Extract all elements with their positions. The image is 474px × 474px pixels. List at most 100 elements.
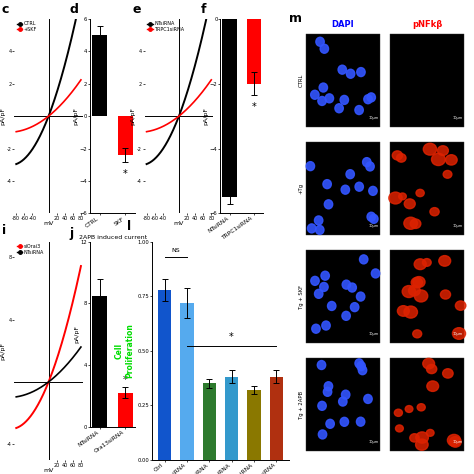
Y-axis label: pA/pF: pA/pF (203, 107, 209, 125)
Ellipse shape (453, 328, 465, 339)
Text: Tg + 2APB: Tg + 2APB (299, 391, 303, 419)
Ellipse shape (342, 280, 351, 289)
Ellipse shape (369, 186, 377, 195)
Ellipse shape (392, 151, 402, 160)
Legend: CTRL, +SKF: CTRL, +SKF (17, 21, 37, 32)
Ellipse shape (430, 208, 439, 216)
Ellipse shape (346, 69, 355, 78)
Ellipse shape (367, 212, 375, 221)
Ellipse shape (359, 255, 368, 264)
Ellipse shape (427, 381, 438, 392)
Text: 10µm: 10µm (452, 116, 463, 120)
Ellipse shape (355, 182, 364, 191)
Ellipse shape (405, 406, 413, 412)
Ellipse shape (338, 65, 346, 74)
Ellipse shape (446, 155, 457, 165)
Ellipse shape (416, 189, 424, 197)
Ellipse shape (340, 417, 348, 426)
Ellipse shape (440, 290, 451, 299)
Ellipse shape (371, 269, 380, 278)
Text: m: m (289, 12, 302, 25)
Bar (247, 390, 261, 460)
Ellipse shape (366, 162, 374, 171)
Ellipse shape (357, 362, 365, 371)
Text: NS: NS (172, 247, 180, 253)
Text: 10µm: 10µm (452, 224, 463, 228)
Ellipse shape (417, 404, 425, 411)
Ellipse shape (416, 432, 428, 443)
X-axis label: mV: mV (174, 221, 184, 226)
Bar (222, 19, 237, 197)
Ellipse shape (319, 430, 327, 439)
Text: d: d (70, 3, 79, 17)
Ellipse shape (367, 93, 375, 102)
Bar (270, 377, 283, 460)
Ellipse shape (355, 106, 363, 115)
Ellipse shape (308, 224, 316, 233)
Ellipse shape (427, 429, 434, 436)
Ellipse shape (342, 311, 350, 320)
Ellipse shape (411, 277, 422, 288)
Bar (390, 250, 464, 343)
Text: e: e (132, 3, 141, 17)
Ellipse shape (357, 68, 365, 77)
Ellipse shape (402, 285, 416, 298)
Ellipse shape (356, 417, 365, 426)
Ellipse shape (312, 324, 320, 333)
Text: c: c (2, 3, 9, 17)
Ellipse shape (364, 394, 372, 403)
Ellipse shape (319, 83, 328, 92)
Text: i: i (2, 224, 6, 237)
Text: 10µm: 10µm (368, 440, 378, 444)
Legend: siOrai3, NTsiRNA: siOrai3, NTsiRNA (17, 244, 44, 255)
Ellipse shape (409, 285, 420, 296)
Bar (390, 34, 464, 127)
Ellipse shape (338, 397, 347, 406)
Ellipse shape (356, 292, 365, 301)
Ellipse shape (311, 276, 319, 285)
Text: 10µm: 10µm (368, 116, 378, 120)
Text: Tg + SKF: Tg + SKF (299, 284, 303, 309)
Ellipse shape (449, 437, 461, 447)
Ellipse shape (414, 290, 428, 302)
Ellipse shape (314, 289, 323, 298)
Ellipse shape (324, 382, 333, 391)
Ellipse shape (355, 359, 364, 368)
Ellipse shape (370, 214, 378, 223)
Ellipse shape (318, 96, 326, 105)
Text: *: * (229, 332, 234, 342)
Ellipse shape (320, 44, 328, 53)
Text: +Tg: +Tg (299, 183, 303, 194)
Legend: NTsiRNA, TRPC1siRNA: NTsiRNA, TRPC1siRNA (147, 21, 184, 32)
Bar (246, 19, 261, 84)
Bar (202, 383, 216, 460)
Ellipse shape (404, 306, 418, 318)
Bar (306, 358, 380, 451)
Ellipse shape (422, 259, 431, 266)
Ellipse shape (439, 255, 451, 266)
Ellipse shape (397, 306, 409, 316)
Ellipse shape (363, 158, 371, 167)
Text: l: l (127, 220, 131, 233)
Ellipse shape (335, 104, 343, 113)
Ellipse shape (348, 283, 356, 292)
Ellipse shape (413, 330, 422, 338)
Text: 10µm: 10µm (368, 332, 378, 336)
Bar (118, 116, 133, 155)
Y-axis label: pA/pF: pA/pF (130, 107, 136, 125)
Ellipse shape (323, 387, 332, 396)
Ellipse shape (413, 276, 425, 287)
Bar (158, 290, 171, 460)
Bar (390, 358, 464, 451)
Ellipse shape (310, 90, 319, 99)
Text: DAPI: DAPI (332, 19, 355, 28)
Ellipse shape (410, 434, 419, 442)
Text: j: j (70, 227, 74, 240)
Y-axis label: pA/pF: pA/pF (0, 342, 5, 360)
Ellipse shape (394, 409, 402, 416)
Ellipse shape (416, 439, 428, 450)
Ellipse shape (346, 170, 355, 179)
Ellipse shape (443, 171, 452, 178)
Ellipse shape (358, 366, 367, 375)
Y-axis label: pA/pF: pA/pF (73, 107, 78, 125)
